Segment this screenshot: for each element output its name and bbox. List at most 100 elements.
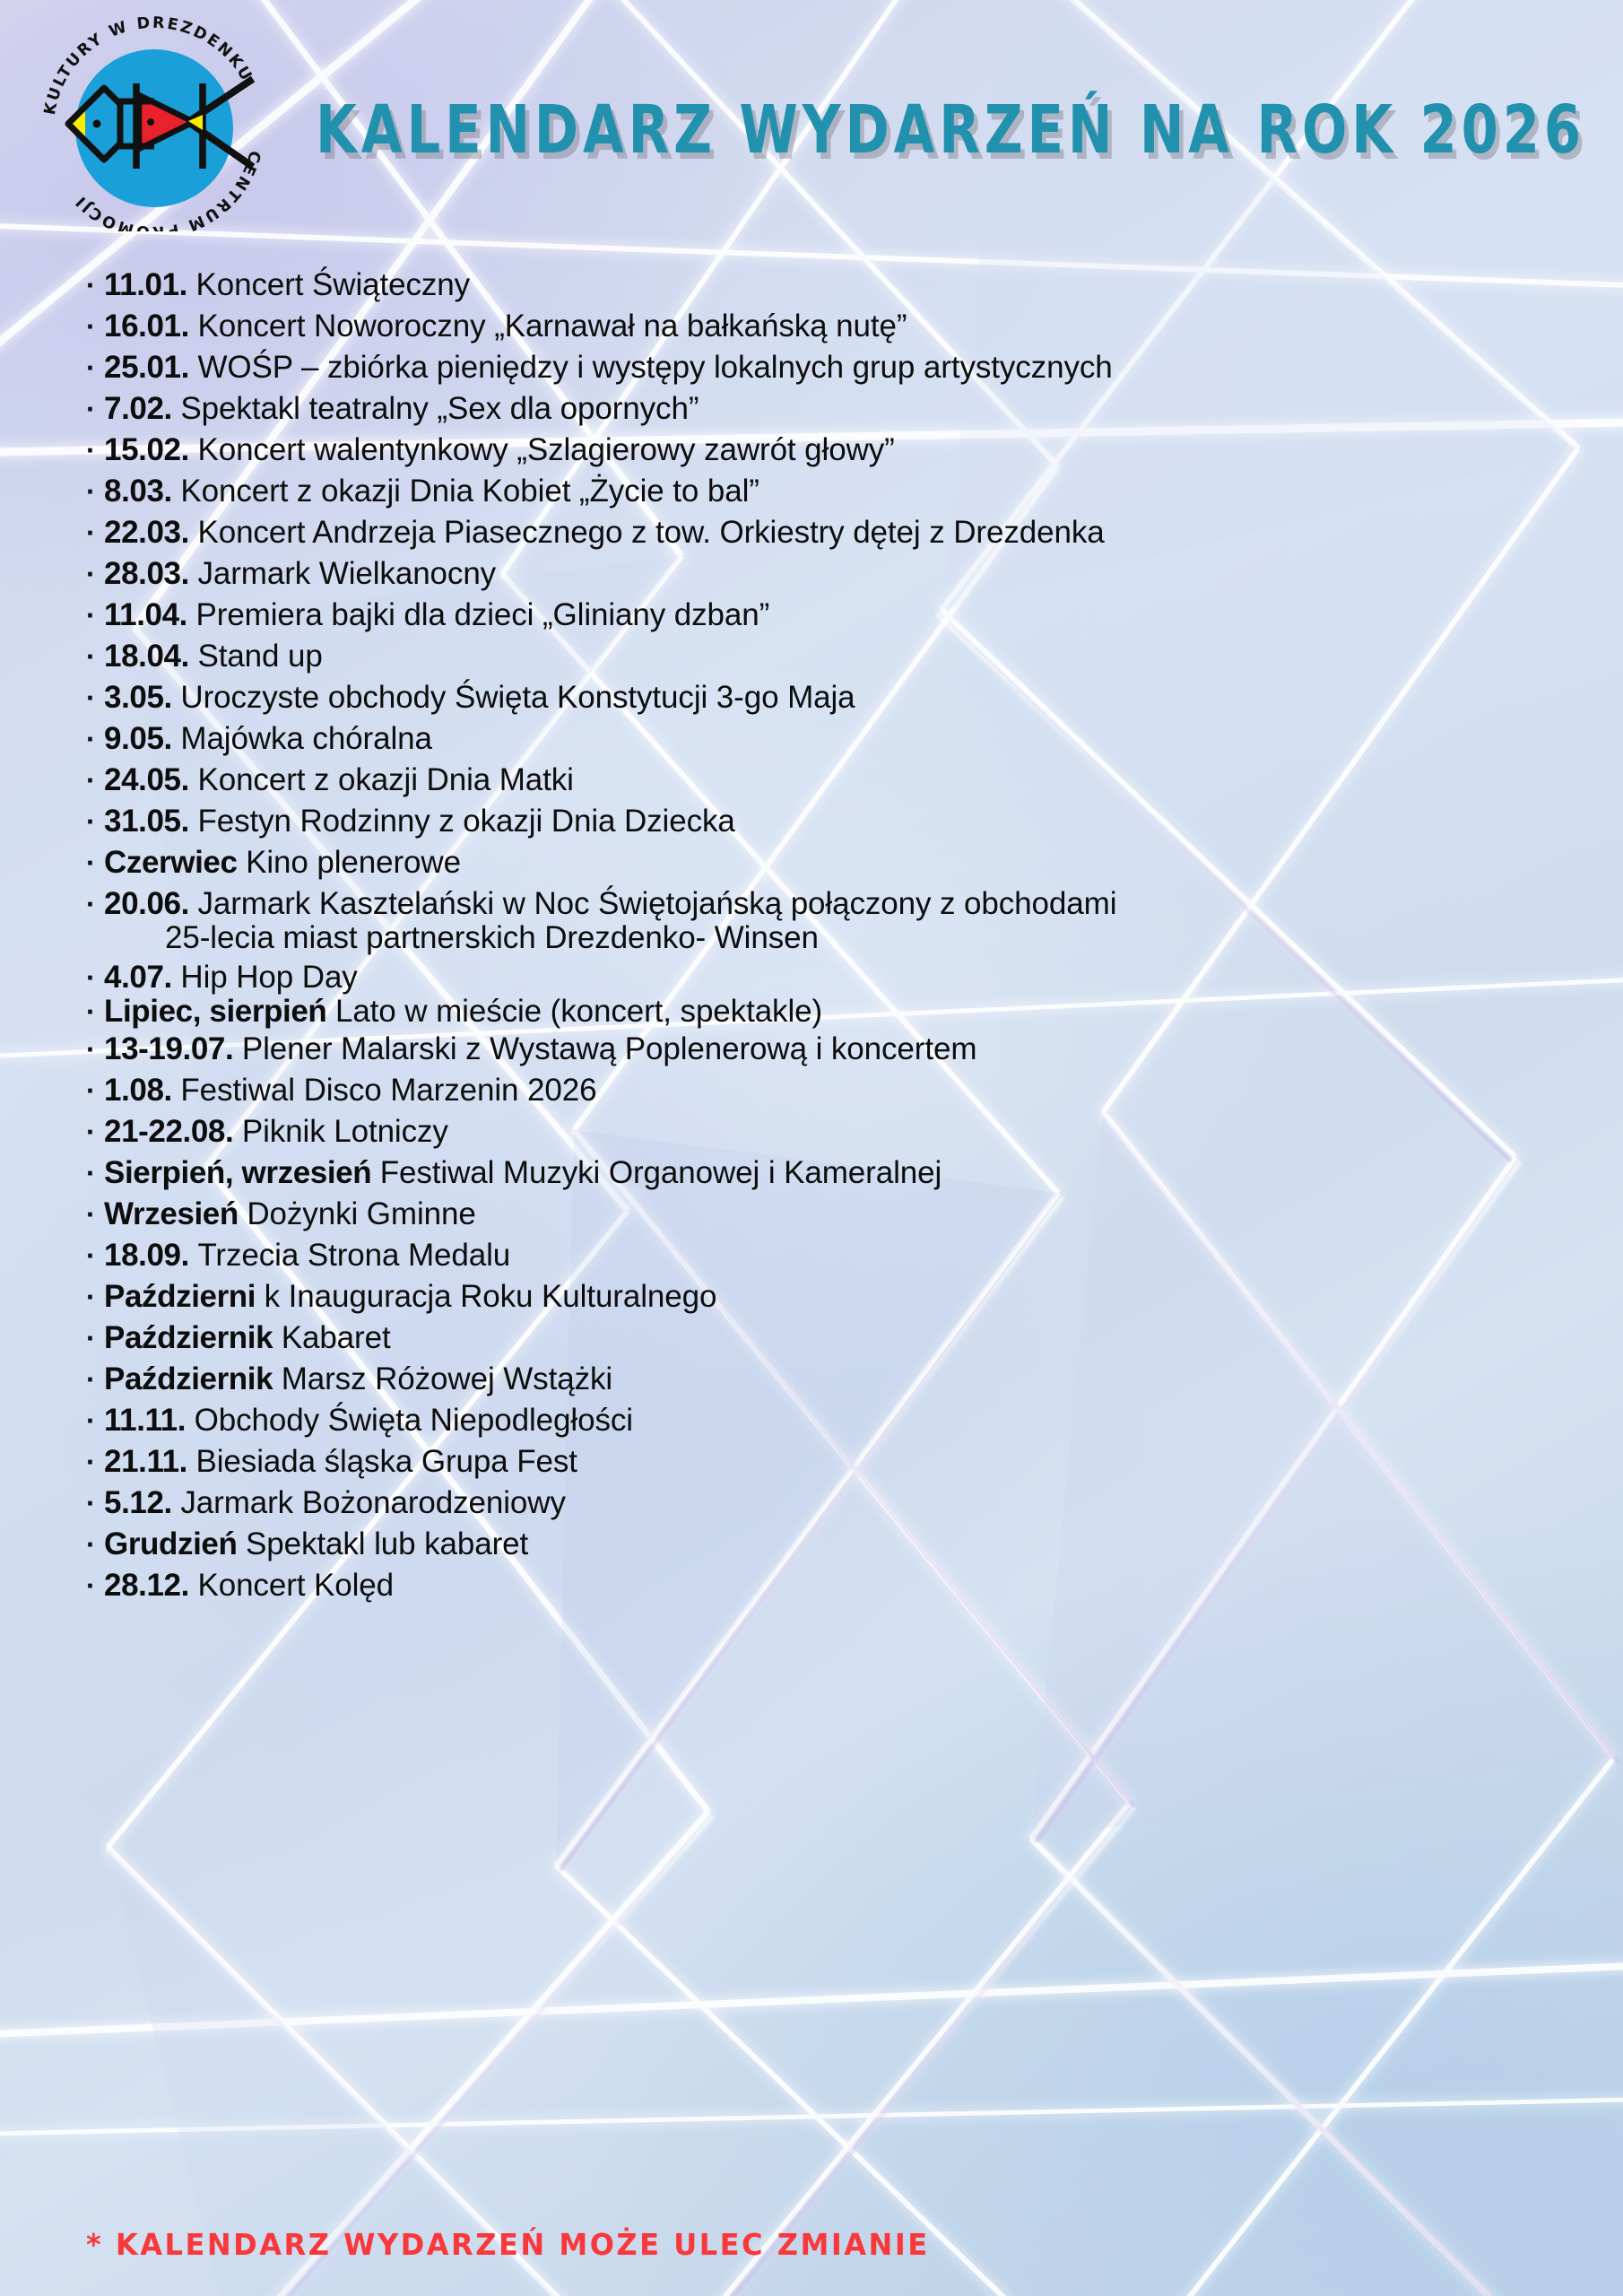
event-row: · 1.08. Festiwal Disco Marzenin 2026 [86, 1073, 597, 1108]
page-title: KALENDARZ WYDARZEŃ NA ROK 2026 [316, 91, 1585, 169]
event-date: 18.04. [104, 639, 189, 674]
event-row: · 9.05. Majówka chóralna [86, 723, 432, 754]
event-title: Spektakl teatralny „Sex dla opornych” [180, 391, 699, 426]
event-date: 4.07. [104, 960, 172, 995]
event-date: 11.01. [104, 267, 187, 302]
event-title: Stand up [197, 639, 323, 674]
event-date: 3.05. [104, 680, 172, 715]
bullet-icon: · [86, 961, 96, 994]
event-title: Premiera bajki dla dzieci „Gliniany dzba… [195, 597, 770, 632]
event-date: 22.03. [104, 515, 189, 550]
event-date: 8.03. [104, 474, 172, 509]
bullet-icon: · [86, 1033, 96, 1065]
poster-header: KULTURY W DREZDENKU CENTRUM PROMOCJI [0, 0, 1623, 233]
event-row: · 13-19.07. Plener Malarski z Wystawą Pop… [86, 1033, 976, 1065]
bullet-icon: · [86, 1446, 96, 1478]
event-row: · Wrzesień Dożynki Gminne [86, 1198, 476, 1230]
event-row: · 18.09. Trzecia Strona Medalu [86, 1239, 510, 1271]
bullet-icon: · [86, 1322, 96, 1354]
event-date: 1.08. [104, 1073, 172, 1108]
event-title: Plener Malarski z Wystawą Poplenerową i … [241, 1031, 977, 1066]
event-date: Wrzesień [104, 1196, 239, 1231]
event-title: Trzecia Strona Medalu [197, 1238, 511, 1273]
bullet-icon: · [86, 640, 96, 673]
event-row: · 11.01. Koncert Świąteczny [86, 269, 470, 300]
event-row: · Październik Kabaret [86, 1322, 391, 1353]
bullet-icon: · [86, 269, 96, 301]
bullet-icon: · [86, 1116, 96, 1148]
event-title: k Inauguracja Roku Kulturalnego [264, 1279, 717, 1314]
event-row: · 20.06. Jarmark Kasztelański w Noc Święt… [86, 888, 1116, 919]
bullet-icon: · [86, 393, 96, 425]
event-date: Październik [104, 1361, 273, 1396]
event-row: · 28.03. Jarmark Wielkanocny [86, 558, 496, 589]
event-date: 25.01. [104, 350, 189, 385]
event-row: · 21.11. Biesiada śląska Grupa Fest [86, 1446, 577, 1477]
bullet-icon: · [86, 1405, 96, 1437]
event-date: 9.05. [104, 721, 172, 756]
bullet-icon: · [86, 1074, 96, 1107]
bullet-icon: · [86, 1281, 96, 1313]
event-row: · Październik Marsz Różowej Wstążki [86, 1363, 612, 1395]
event-date: Październik [104, 1320, 273, 1355]
event-row: · 11.04. Premiera bajki dla dzieci „Glini… [86, 599, 769, 631]
event-title: Koncert Andrzeja Piasecznego z tow. Orki… [197, 515, 1105, 550]
cpk-logo: KULTURY W DREZDENKU CENTRUM PROMOCJI [18, 7, 287, 231]
event-row: · 25.01. WOŚP – zbiórka pieniędzy i wystę… [86, 352, 1113, 383]
bullet-icon: · [86, 558, 96, 590]
bullet-icon: · [86, 996, 96, 1028]
event-row: · 5.12. Jarmark Bożonarodzeniowy [86, 1487, 566, 1518]
event-row: · 16.01. Koncert Noworoczny „Karnawał na … [86, 310, 907, 342]
event-date: Sierpień, wrzesień [104, 1155, 372, 1190]
event-date: 16.01. [104, 309, 189, 344]
bullet-icon: · [86, 1157, 96, 1189]
event-title: Jarmark Bożonarodzeniowy [180, 1485, 566, 1520]
event-title: Koncert Noworoczny „Karnawał na bałkańsk… [197, 309, 907, 344]
bullet-icon: · [86, 1487, 96, 1519]
event-date: 7.02. [104, 391, 172, 426]
event-title: Koncert Świąteczny [195, 267, 471, 302]
event-title: Koncert Kolęd [197, 1568, 395, 1603]
event-row: · 3.05. Uroczyste obchody Święta Konstytu… [86, 682, 855, 713]
bullet-icon: · [86, 723, 96, 755]
event-row: · 18.04. Stand up [86, 640, 323, 672]
event-row: · Sierpień, wrzesień Festiwal Muzyki Orga… [86, 1157, 942, 1188]
event-title: WOŚP – zbiórka pieniędzy i występy lokal… [197, 350, 1113, 385]
event-date: Grudzień [104, 1526, 238, 1561]
bullet-icon: · [86, 517, 96, 549]
event-date: 11.11. [104, 1403, 187, 1438]
event-row: · 31.05. Festyn Rodzinny z okazji Dnia Dz… [86, 805, 735, 837]
disclaimer-note: * KALENDARZ WYDARZEŃ MOŻE ULEC ZMIANIE [86, 2227, 930, 2262]
bullet-icon: · [86, 1570, 96, 1602]
bullet-icon: · [86, 682, 96, 714]
bullet-icon: · [86, 764, 96, 796]
event-row: · 8.03. Koncert z okazji Dnia Kobiet „Życ… [86, 475, 759, 507]
event-date: 5.12. [104, 1485, 172, 1520]
event-row: · 24.05. Koncert z okazji Dnia Matki [86, 764, 574, 796]
event-title: Festiwal Muzyki Organowej i Kameralnej [379, 1155, 942, 1190]
bullet-icon: · [86, 888, 96, 920]
event-title: Festiwal Disco Marzenin 2026 [180, 1073, 597, 1108]
event-row: · 22.03. Koncert Andrzeja Piasecznego z t… [86, 517, 1105, 548]
event-row: · 4.07. Hip Hop Day [86, 961, 358, 993]
event-row: · 21-22.08. Piknik Lotniczy [86, 1116, 448, 1147]
event-title: Spektakl lub kabaret [246, 1526, 529, 1561]
bullet-icon: · [86, 805, 96, 838]
event-title: 25-lecia miast partnerskich Drezdenko- W… [165, 920, 819, 955]
event-date: 28.03. [104, 556, 189, 591]
event-title: Obchody Święta Niepodległości [194, 1403, 633, 1438]
bullet-icon: · [86, 352, 96, 384]
event-title: Kabaret [281, 1320, 391, 1355]
event-date: 21.11. [104, 1444, 187, 1479]
event-title: Festyn Rodzinny z okazji Dnia Dziecka [197, 804, 735, 839]
bullet-icon: · [86, 1198, 96, 1231]
event-row: · Grudzień Spektakl lub kabaret [86, 1528, 528, 1560]
event-title: Piknik Lotniczy [241, 1114, 448, 1149]
event-date: 18.09. [104, 1238, 189, 1273]
event-title: Uroczyste obchody Święta Konstytucji 3-g… [180, 680, 855, 715]
event-title: Koncert z okazji Dnia Kobiet „Życie to b… [180, 474, 759, 509]
event-date: 21-22.08. [104, 1114, 234, 1149]
bullet-icon: · [86, 434, 96, 466]
event-row: · 28.12. Koncert Kolęd [86, 1570, 394, 1601]
